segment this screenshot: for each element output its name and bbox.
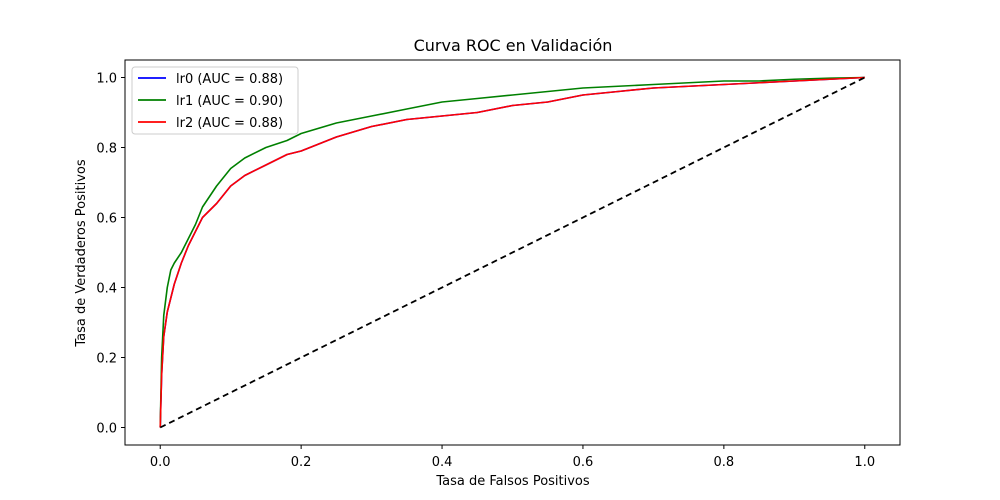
legend-label: lr2 (AUC = 0.88) xyxy=(176,116,283,131)
x-tick-label: 1.0 xyxy=(854,455,875,470)
series-line-lr1 xyxy=(159,76,865,428)
y-axis: 0.0 0.2 0.4 0.6 0.8 1.0 xyxy=(96,72,125,437)
x-tick-label: 0.6 xyxy=(573,455,594,470)
y-axis-label: Tasa de Verdaderos Positivos xyxy=(74,159,89,347)
x-tick-label: 0.2 xyxy=(291,455,312,470)
y-tick-label: 0.0 xyxy=(96,422,117,437)
chart-title: Curva ROC en Validación xyxy=(414,36,613,55)
legend-box xyxy=(131,66,299,135)
x-tick-label: 0.8 xyxy=(714,455,735,470)
x-tick-label: 0.0 xyxy=(150,455,171,470)
series-line-lr2 xyxy=(159,76,865,428)
reference-diagonal-line xyxy=(159,76,866,429)
y-tick-label: 1.0 xyxy=(96,72,117,87)
y-tick-label: 0.2 xyxy=(96,352,117,367)
legend: lr0 (AUC = 0.88) lr1 (AUC = 0.90) lr2 (AUC… xyxy=(131,66,299,135)
x-axis: 0.0 0.2 0.4 0.6 0.8 1.0 xyxy=(150,445,875,470)
plot-area xyxy=(159,76,866,429)
y-tick-label: 0.8 xyxy=(96,142,117,157)
plot-frame xyxy=(124,59,901,446)
x-axis-label: Tasa de Falsos Positivos xyxy=(435,474,590,489)
legend-label: lr1 (AUC = 0.90) xyxy=(176,94,283,109)
y-tick-label: 0.4 xyxy=(96,282,117,297)
legend-label: lr0 (AUC = 0.88) xyxy=(176,72,283,87)
x-tick-label: 0.4 xyxy=(432,455,453,470)
y-tick-label: 0.6 xyxy=(96,212,117,227)
